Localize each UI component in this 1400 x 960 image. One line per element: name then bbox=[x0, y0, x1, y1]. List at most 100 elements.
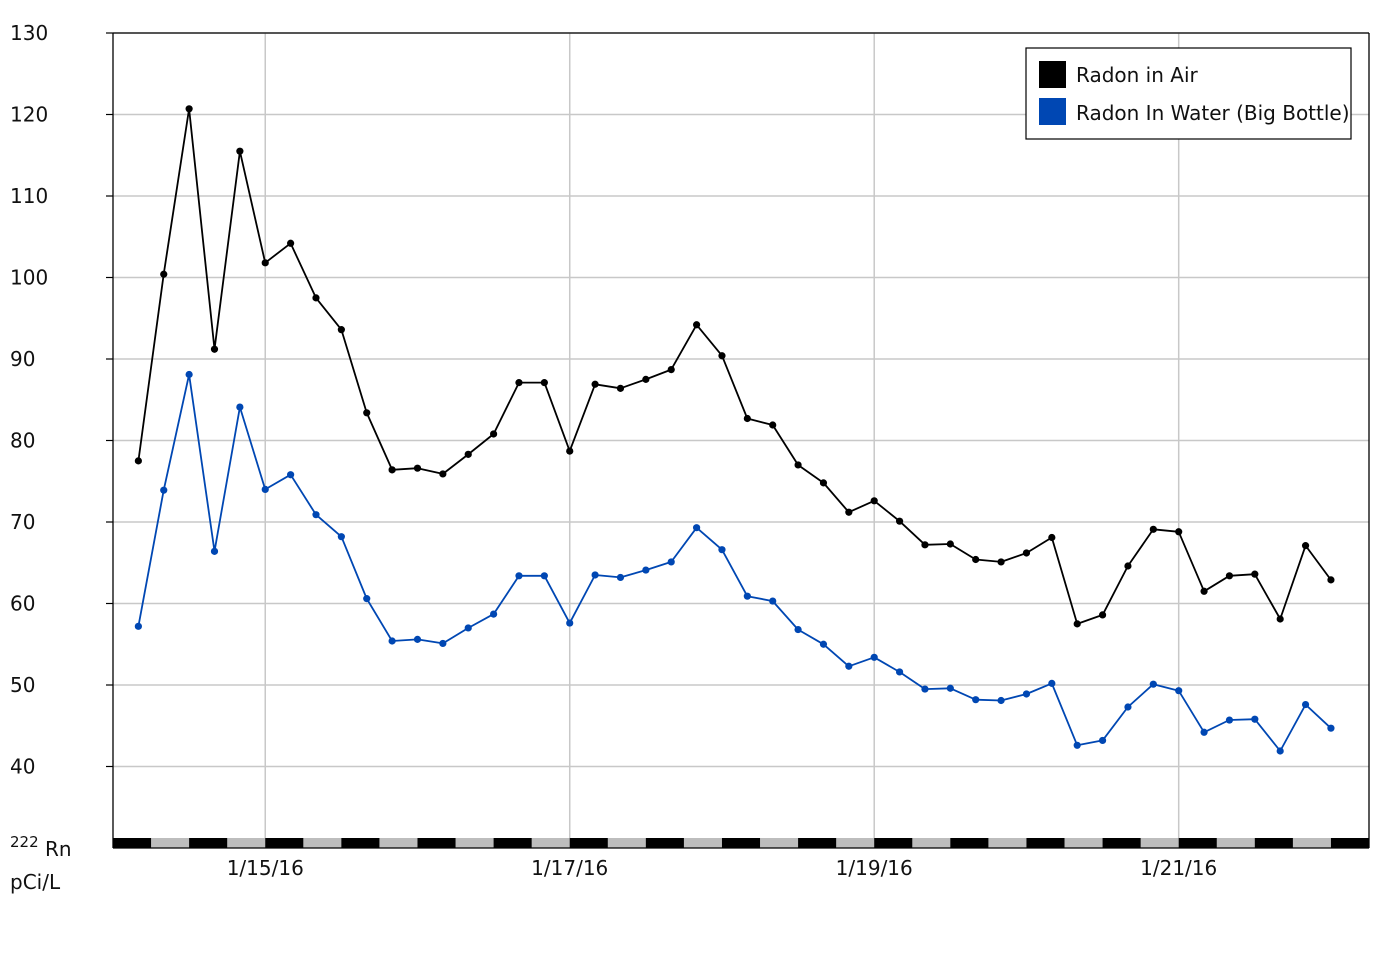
series-0-point-28 bbox=[845, 508, 853, 516]
series-1-point-44 bbox=[1251, 715, 1259, 723]
series-1-point-8 bbox=[337, 533, 345, 541]
series-1-point-10 bbox=[388, 637, 396, 645]
series-0-point-43 bbox=[1225, 572, 1234, 580]
night-block-31 bbox=[1254, 838, 1293, 848]
series-1-point-37 bbox=[1073, 741, 1081, 749]
series-1-point-35 bbox=[1022, 690, 1031, 698]
y-tick-label-130: 130 bbox=[10, 21, 48, 45]
series-1-point-4 bbox=[236, 403, 244, 411]
series-1-point-22 bbox=[692, 524, 701, 532]
night-block-21 bbox=[874, 838, 913, 848]
series-1-point-39 bbox=[1124, 703, 1132, 711]
series-0-point-29 bbox=[870, 497, 878, 505]
series-1-point-42 bbox=[1200, 728, 1208, 736]
series-0-point-1 bbox=[160, 270, 168, 278]
series-0-point-32 bbox=[946, 540, 954, 548]
series-1-point-30 bbox=[895, 668, 904, 676]
series-0-point-35 bbox=[1022, 549, 1031, 557]
series-0-point-12 bbox=[439, 470, 447, 478]
series-0-point-45 bbox=[1276, 615, 1284, 623]
series-1-point-14 bbox=[490, 610, 498, 618]
series-0-point-47 bbox=[1327, 576, 1335, 584]
series-1-point-26 bbox=[794, 625, 802, 634]
series-1-point-3 bbox=[210, 547, 219, 555]
night-block-11 bbox=[493, 838, 532, 848]
series-1-point-27 bbox=[819, 640, 828, 648]
gridlines bbox=[113, 32, 1369, 848]
series-0-point-41 bbox=[1175, 528, 1183, 536]
series-0-point-6 bbox=[287, 239, 295, 247]
legend: Radon in Air Radon In Water (Big Bottle) bbox=[1025, 47, 1352, 140]
series-0-point-42 bbox=[1200, 587, 1208, 595]
series-lines bbox=[134, 105, 1335, 755]
series-0-point-38 bbox=[1098, 611, 1107, 619]
series-1-point-1 bbox=[160, 486, 168, 494]
x-tick-label-1: 1/17/16 bbox=[531, 856, 608, 880]
series-0-point-8 bbox=[337, 326, 345, 334]
series-0-point-44 bbox=[1251, 570, 1259, 578]
y-tick-label-40: 40 bbox=[10, 755, 35, 779]
series-1-point-24 bbox=[743, 592, 751, 600]
y-tick-label-50: 50 bbox=[10, 673, 35, 697]
series-1-point-23 bbox=[718, 546, 726, 554]
legend-box bbox=[1025, 47, 1352, 140]
night-block-5 bbox=[265, 838, 304, 848]
series-0-point-4 bbox=[236, 147, 244, 155]
night-block-23 bbox=[950, 838, 989, 848]
series-1-point-43 bbox=[1225, 716, 1234, 724]
series-1-point-0 bbox=[134, 622, 142, 630]
y-tick-label-90: 90 bbox=[10, 347, 35, 371]
night-block-9 bbox=[417, 838, 456, 848]
series-0-point-21 bbox=[667, 365, 675, 374]
series-0-point-17 bbox=[566, 447, 574, 455]
series-0-point-22 bbox=[692, 321, 701, 329]
series-0-point-20 bbox=[642, 375, 650, 383]
y-tick-label-70: 70 bbox=[10, 510, 35, 534]
y-tick-labels: 40 50 60 70 80 90 100 110 120 130 bbox=[10, 21, 48, 779]
series-1-point-18 bbox=[591, 571, 599, 579]
series-1-point-40 bbox=[1149, 680, 1157, 688]
series-0-point-19 bbox=[616, 384, 625, 392]
series-1-point-29 bbox=[870, 653, 878, 661]
series-0-point-10 bbox=[388, 466, 396, 474]
y-tick-label-120: 120 bbox=[10, 103, 48, 127]
night-block-15 bbox=[645, 838, 684, 848]
series-1-point-20 bbox=[642, 566, 650, 574]
night-block-25 bbox=[1026, 838, 1065, 848]
unit-label: pCi/L bbox=[10, 870, 61, 894]
series-1-point-38 bbox=[1098, 736, 1107, 745]
night-block-3 bbox=[189, 838, 228, 848]
night-block-7 bbox=[341, 838, 380, 848]
night-block-13 bbox=[569, 838, 608, 848]
series-0-point-37 bbox=[1073, 620, 1081, 628]
series-0-point-9 bbox=[363, 409, 371, 417]
series-1-point-17 bbox=[566, 619, 574, 627]
series-1-point-36 bbox=[1048, 679, 1056, 687]
series-0-point-18 bbox=[591, 380, 599, 388]
day-night-bar bbox=[113, 838, 1369, 848]
series-1-point-19 bbox=[616, 573, 625, 582]
series-1-point-47 bbox=[1327, 724, 1335, 732]
axes bbox=[106, 32, 1370, 849]
legend-label-radon-in-water: Radon In Water (Big Bottle) bbox=[1076, 101, 1350, 125]
series-1-point-15 bbox=[515, 572, 523, 580]
series-0-point-16 bbox=[540, 379, 548, 387]
series-1-point-2 bbox=[185, 370, 193, 379]
series-1-point-12 bbox=[439, 639, 447, 648]
series-1-point-9 bbox=[363, 595, 371, 603]
y-tick-label-80: 80 bbox=[10, 429, 35, 453]
y-axis-unit-label: 222 Rn pCi/L bbox=[10, 833, 72, 894]
series-1-point-46 bbox=[1301, 700, 1310, 709]
series-0-point-34 bbox=[997, 558, 1005, 566]
isotope-mass-label: 222 bbox=[10, 833, 39, 851]
series-1-point-21 bbox=[667, 558, 675, 566]
element-label: Rn bbox=[45, 837, 72, 861]
x-tick-label-0: 1/15/16 bbox=[227, 856, 304, 880]
night-block-33 bbox=[1330, 838, 1369, 848]
series-1-point-34 bbox=[997, 696, 1005, 705]
night-block-1 bbox=[113, 838, 152, 848]
series-1-point-13 bbox=[464, 624, 472, 632]
series-0-point-36 bbox=[1048, 533, 1056, 542]
series-0-point-27 bbox=[819, 479, 828, 487]
series-0-point-23 bbox=[718, 352, 726, 360]
